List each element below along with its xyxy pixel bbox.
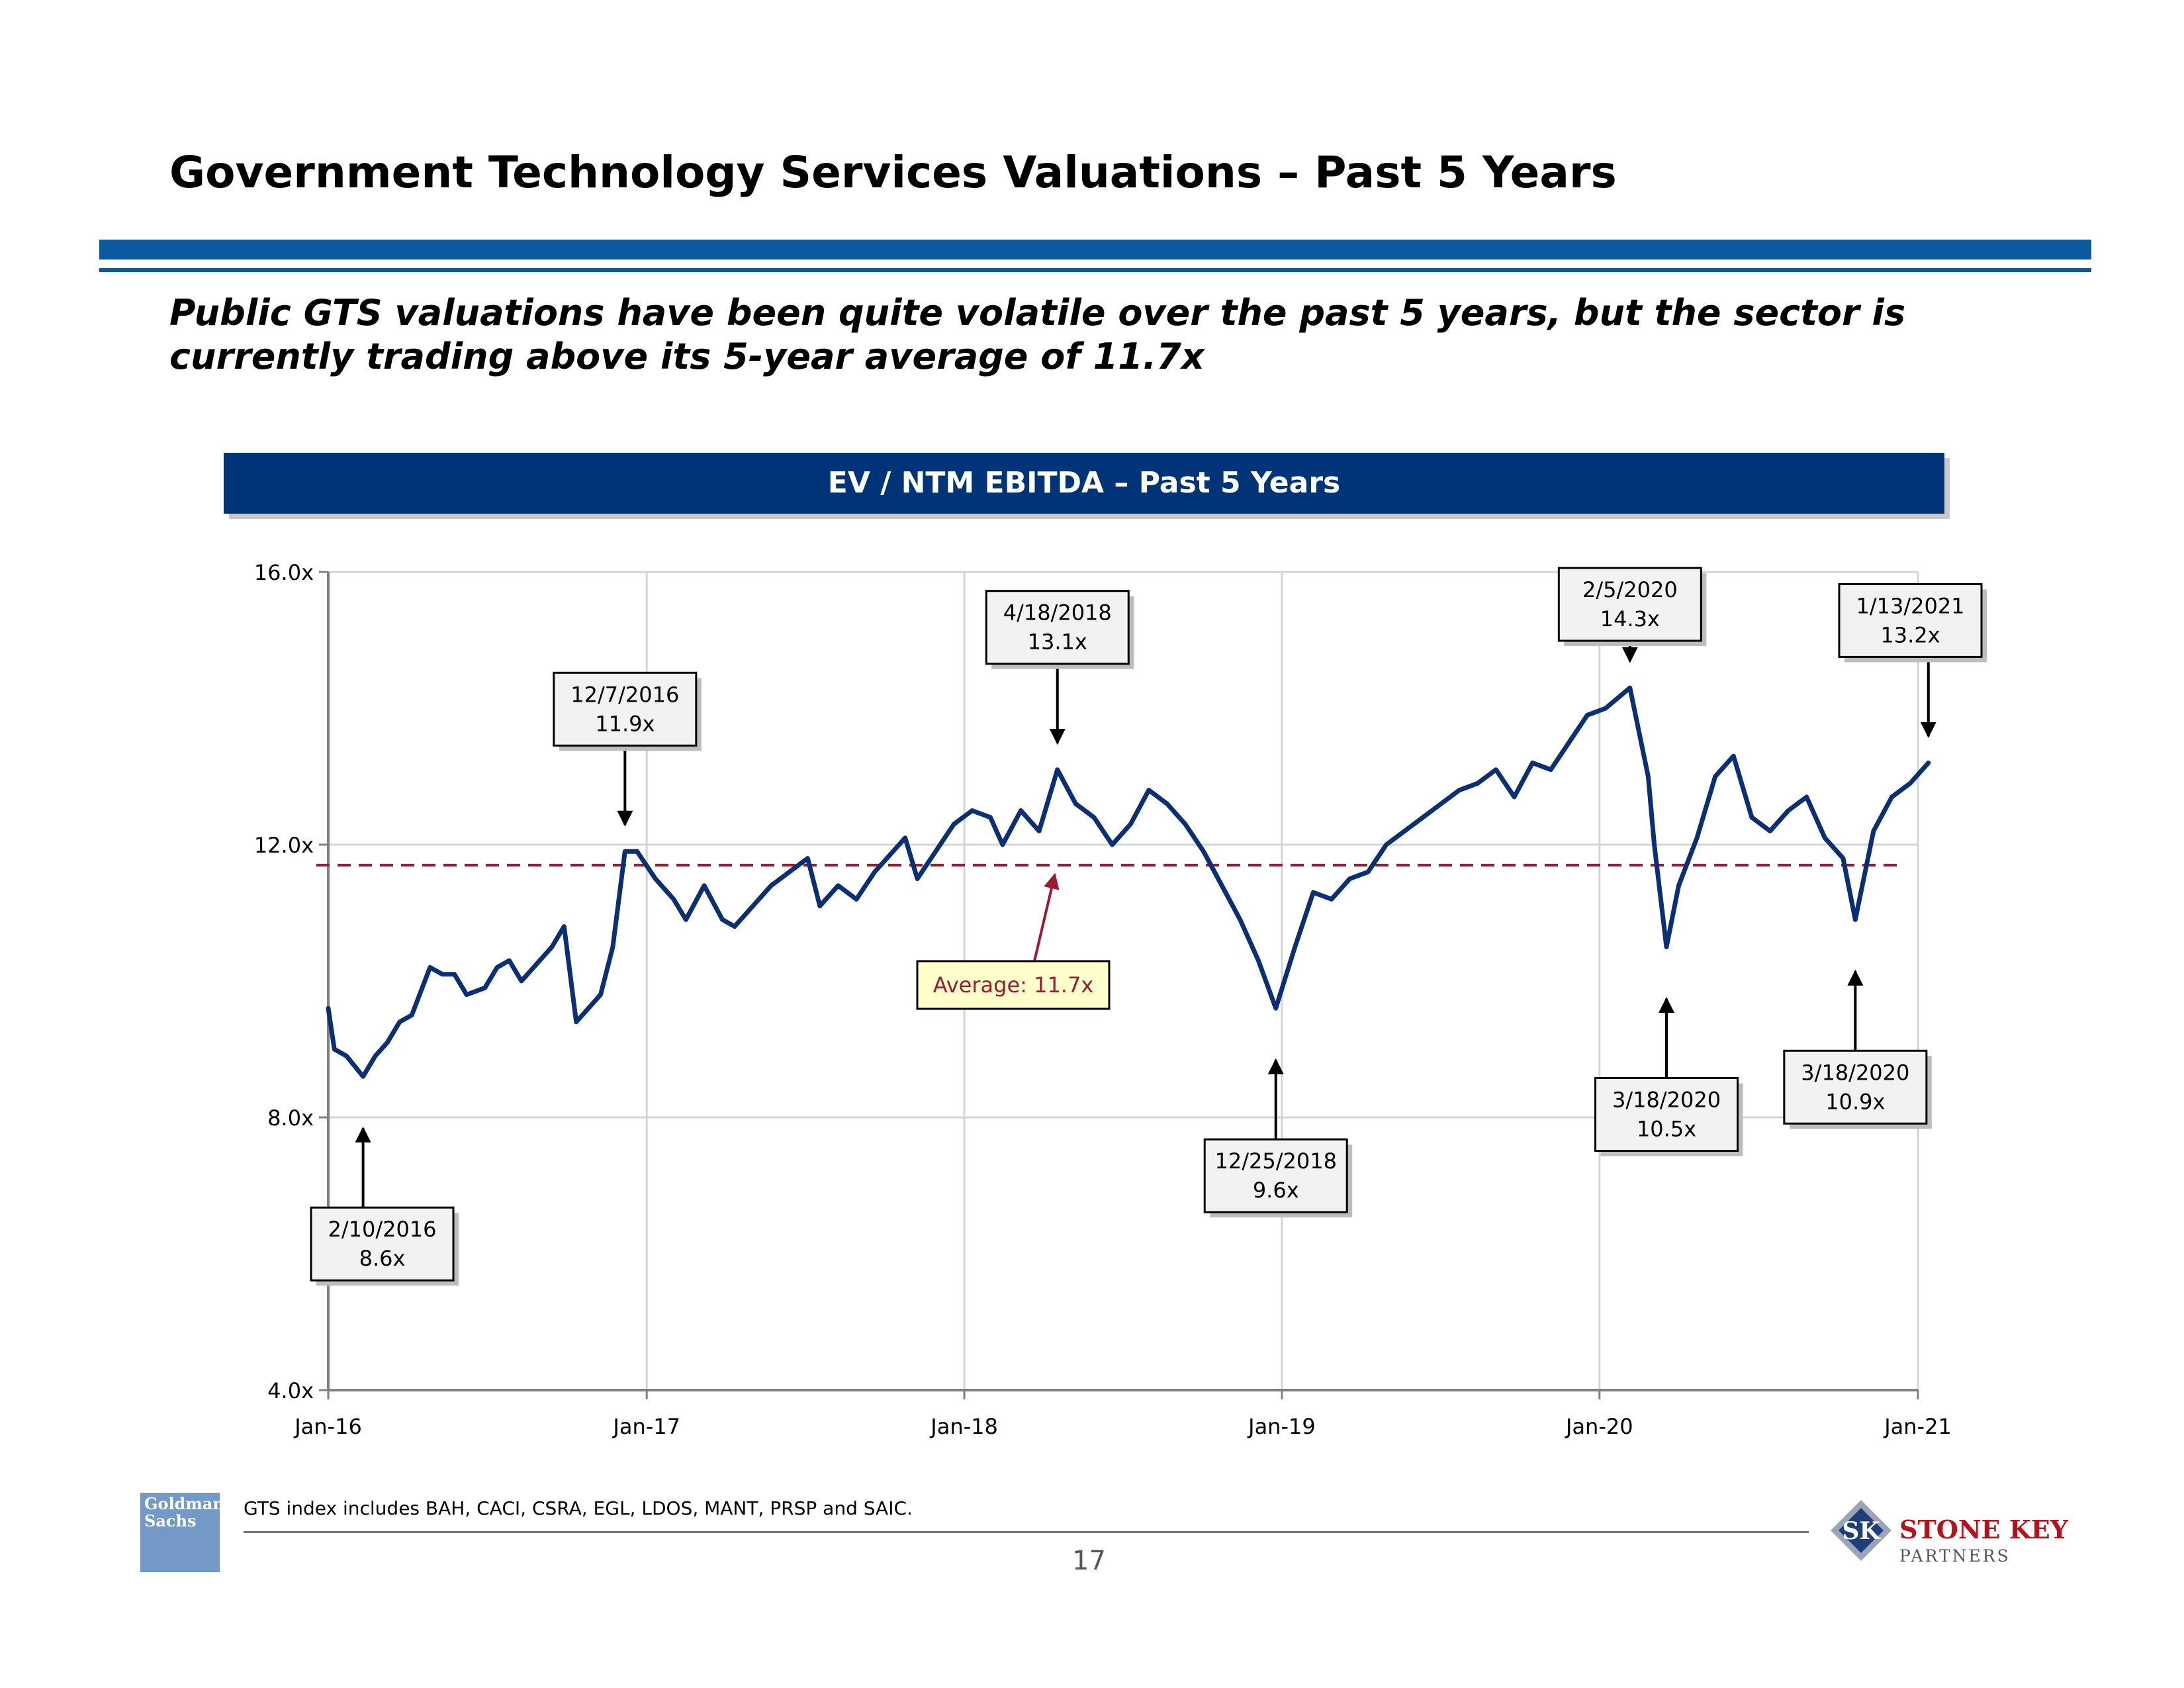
annotation-box — [985, 590, 1130, 665]
footer-rule — [244, 1531, 1809, 1533]
page-number: 17 — [1072, 1546, 1106, 1576]
annotation-date-label: 2/10/2016 — [328, 1217, 436, 1242]
annotation-box — [553, 671, 698, 747]
annotation-date-label: 1/13/2021 — [1856, 593, 1964, 618]
annotation-value-label: 10.5x — [1637, 1117, 1696, 1142]
header-rule-thick — [99, 240, 2091, 259]
annotation-date-label: 3/18/2020 — [1612, 1088, 1721, 1113]
footnote: GTS index includes BAH, CACI, CSRA, EGL,… — [244, 1497, 913, 1519]
page-subtitle: Public GTS valuations have been quite vo… — [169, 292, 1906, 377]
goldman-sachs-logo: Goldman Sachs — [140, 1493, 224, 1572]
annotation-value-label: 11.9x — [595, 711, 655, 736]
annotation-box — [310, 1206, 455, 1282]
annotation-date-label: 12/25/2018 — [1215, 1149, 1337, 1174]
y-tick-label: 8.0x — [267, 1105, 314, 1131]
x-tick-label: Jan-21 — [1883, 1414, 1952, 1439]
x-tick-label: Jan-17 — [612, 1414, 680, 1439]
annotation-value-label: 8.6x — [359, 1246, 406, 1271]
stone-key-sub: PARTNERS — [1899, 1546, 2011, 1566]
stone-key-logo-mark: SK — [1842, 1517, 1881, 1545]
valuation-line-chart: 4.0x 8.0x 12.0x 16.0x Jan-16 Jan-17 Jan-18 Jan-… — [254, 560, 1987, 1439]
annotation-date-label: 4/18/2018 — [1003, 600, 1112, 626]
chart-banner: EV / NTM EBITDA – Past 5 Years — [224, 453, 1944, 514]
x-tick-label: Jan-16 — [293, 1414, 362, 1439]
stone-key-logo-icon: SK — [1831, 1500, 1891, 1561]
annotation-date-label: 3/18/2020 — [1801, 1060, 1909, 1085]
average-label: Average: 11.7x — [933, 972, 1094, 998]
x-tick-label: Jan-19 — [1247, 1414, 1316, 1439]
annotation-value-label: 10.9x — [1825, 1089, 1885, 1114]
x-tick-label: Jan-20 — [1565, 1414, 1633, 1439]
annotation-value-label: 9.6x — [1253, 1178, 1299, 1203]
average-label-box — [916, 960, 1111, 1010]
y-tick-label: 12.0x — [254, 833, 314, 858]
y-tick-label: 16.0x — [254, 560, 314, 585]
page-title: Government Technology Services Valuation… — [169, 147, 1617, 198]
header-rule-thin — [99, 268, 2091, 272]
annotation-box — [1783, 1049, 1928, 1125]
y-tick-label: 4.0x — [267, 1378, 314, 1403]
annotation-value-label: 13.1x — [1028, 630, 1087, 655]
annotation-value-label: 14.3x — [1600, 606, 1660, 632]
annotation-box — [1557, 567, 1702, 642]
annotation-date-label: 2/5/2020 — [1582, 577, 1678, 602]
annotation-box — [1203, 1138, 1348, 1213]
series-line — [326, 685, 1931, 1079]
x-tick-label: Jan-18 — [929, 1414, 998, 1439]
annotation-box — [1594, 1077, 1739, 1152]
annotation-date-label: 12/7/2016 — [570, 682, 679, 707]
annotation-value-label: 13.2x — [1880, 622, 1940, 647]
annotation-box — [1838, 583, 1983, 658]
stone-key-name: STONE KEY — [1899, 1515, 2068, 1544]
average-arrow — [1032, 872, 1060, 962]
